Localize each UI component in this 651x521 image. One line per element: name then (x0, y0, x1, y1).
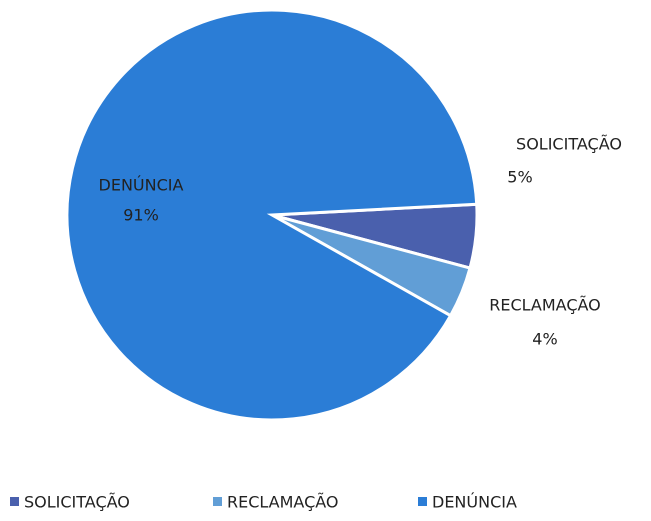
slice-category-label: RECLAMAÇÃO (489, 296, 601, 315)
slice-category-label: SOLICITAÇÃO (516, 135, 622, 154)
legend-label: DENÚNCIA (432, 493, 517, 512)
slice-value-label: 5% (507, 168, 532, 187)
legend-swatch (213, 497, 222, 506)
legend-swatch (418, 497, 427, 506)
pie-slice (65, 8, 479, 422)
slice-value-label: 4% (532, 330, 557, 349)
slice-category-label: DENÚNCIA (99, 176, 184, 195)
legend-swatch (10, 497, 19, 506)
slice-value-label: 91% (123, 206, 159, 225)
legend-label: SOLICITAÇÃO (24, 493, 130, 512)
legend-label: RECLAMAÇÃO (227, 493, 339, 512)
